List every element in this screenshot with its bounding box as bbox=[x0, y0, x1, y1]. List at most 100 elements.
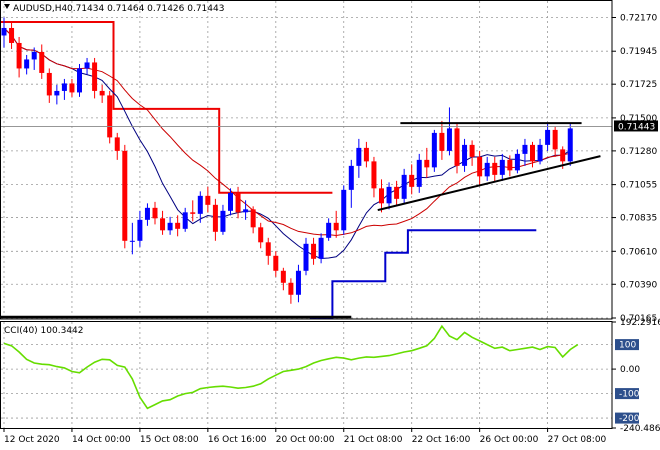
bear-candle bbox=[175, 222, 181, 229]
bear-candle bbox=[250, 209, 256, 228]
bear-candle bbox=[454, 128, 460, 166]
bull-candle bbox=[1, 27, 7, 36]
bull-candle bbox=[567, 128, 573, 162]
bear-candle bbox=[280, 270, 286, 283]
time-tick-label: 26 Oct 00:00 bbox=[480, 435, 539, 445]
bull-candle bbox=[446, 128, 452, 151]
bear-candle bbox=[258, 227, 264, 243]
bull-candle bbox=[537, 144, 543, 162]
price-tick-label: 0.71725 bbox=[620, 80, 657, 90]
cci-panel[interactable]: 192.2916 100 0.00 -100 -200-240.4861 CCI(40)… bbox=[1, 318, 660, 434]
bull-candle bbox=[54, 90, 60, 96]
time-tick-label: 16 Oct 16:00 bbox=[208, 435, 267, 445]
bear-candle bbox=[469, 144, 475, 157]
support-trendline bbox=[377, 155, 601, 212]
bear-candle bbox=[424, 159, 430, 168]
bear-candle bbox=[122, 150, 128, 241]
cci-tick-label: 0.00 bbox=[620, 365, 640, 375]
bull-candle bbox=[386, 186, 392, 204]
candles bbox=[1, 17, 573, 304]
bull-candle bbox=[462, 144, 468, 166]
bull-candle bbox=[356, 147, 362, 166]
time-axis: 12 Oct 2020 14 Oct 00:00 15 Oct 08:00 16 Oc… bbox=[3, 428, 607, 445]
time-tick-label: 22 Oct 16:00 bbox=[412, 435, 471, 445]
bear-candle bbox=[273, 255, 279, 271]
symbol-triangle-icon bbox=[4, 4, 10, 9]
bear-candle bbox=[439, 132, 445, 151]
cci-label: CCI(40) 100.3442 bbox=[4, 326, 84, 336]
bear-candle bbox=[39, 51, 45, 73]
symbol-label: AUDUSD,H4 bbox=[13, 4, 68, 14]
bear-candle bbox=[212, 204, 218, 232]
panel-separator[interactable] bbox=[0, 319, 612, 322]
moving-averages bbox=[3, 27, 571, 260]
time-tick-label: 21 Oct 08:00 bbox=[344, 435, 403, 445]
bull-candle bbox=[484, 162, 490, 177]
bear-candle bbox=[507, 159, 513, 171]
bull-candle bbox=[228, 192, 233, 211]
bear-candle bbox=[92, 62, 98, 91]
price-tick-label: 0.70835 bbox=[620, 214, 657, 224]
cci-grid bbox=[1, 322, 612, 428]
bull-candle bbox=[61, 83, 67, 91]
bull-candle bbox=[499, 159, 505, 175]
price-tick-label: 0.71055 bbox=[620, 181, 657, 191]
bear-candle bbox=[333, 222, 339, 231]
cci-line bbox=[3, 324, 579, 410]
cci-tick-label: -240.4861 bbox=[620, 424, 660, 434]
time-tick-label: 14 Oct 00:00 bbox=[72, 435, 131, 445]
bear-candle bbox=[205, 195, 211, 205]
bull-candle bbox=[197, 195, 203, 214]
bull-candle bbox=[348, 165, 354, 190]
current-price-tag: 0.71443 bbox=[614, 120, 658, 132]
bear-candle bbox=[152, 207, 158, 219]
cci-tick-label: -100 bbox=[619, 390, 640, 400]
bear-candle bbox=[311, 243, 317, 259]
bear-candle bbox=[69, 83, 75, 93]
bull-candle bbox=[77, 68, 82, 93]
bull-candle bbox=[137, 219, 143, 241]
bear-candle bbox=[16, 42, 22, 69]
time-tick-label: 12 Oct 2020 bbox=[4, 435, 60, 445]
main-grid bbox=[1, 1, 612, 319]
bear-candle bbox=[114, 137, 120, 151]
time-tick-label: 20 Oct 00:00 bbox=[276, 435, 335, 445]
price-tick-label: 0.71280 bbox=[620, 147, 657, 157]
ohlc-label: 0.71434 0.71464 0.71426 0.71443 bbox=[67, 4, 224, 14]
cci-axis-labels: 192.2916 100 0.00 -100 -200-240.4861 bbox=[612, 318, 660, 434]
main-price-panel[interactable]: 0.72170 0.71945 0.71725 0.71500 0.71280 0.710… bbox=[0, 1, 658, 324]
price-tick-label: 0.70390 bbox=[620, 280, 657, 290]
stop-lines bbox=[0, 21, 537, 319]
slow-ma-line bbox=[3, 27, 571, 237]
cci-frame bbox=[0, 321, 613, 429]
bear-candle bbox=[46, 72, 52, 96]
bull-candle bbox=[522, 144, 528, 154]
bear-candle bbox=[9, 27, 15, 43]
bull-candle bbox=[24, 59, 30, 69]
cci-tick-label: -200 bbox=[619, 414, 640, 424]
bull-candle bbox=[167, 222, 173, 231]
price-tick-label: 0.70610 bbox=[620, 247, 657, 257]
bull-candle bbox=[182, 212, 188, 229]
bull-candle bbox=[243, 209, 249, 213]
bull-candle bbox=[303, 243, 309, 271]
price-tick-label: 0.71945 bbox=[620, 47, 657, 57]
bull-candle bbox=[545, 129, 551, 145]
drawn-trendlines[interactable] bbox=[1, 122, 612, 212]
upper-stop-line bbox=[0, 21, 333, 194]
bull-candle bbox=[416, 159, 422, 187]
bear-candle bbox=[477, 156, 483, 177]
price-tick-label: 0.70165 bbox=[620, 314, 657, 324]
bear-candle bbox=[530, 144, 535, 162]
bear-candle bbox=[265, 242, 271, 256]
bull-candle bbox=[431, 132, 437, 168]
bull-candle bbox=[514, 153, 520, 171]
lower-stop-line bbox=[309, 229, 537, 319]
cci-level-tag bbox=[615, 412, 639, 424]
bear-candle bbox=[363, 147, 369, 162]
bull-candle bbox=[84, 62, 90, 69]
bull-candle bbox=[144, 207, 150, 220]
bear-candle bbox=[492, 162, 498, 175]
current-price-label: 0.71443 bbox=[618, 122, 655, 132]
